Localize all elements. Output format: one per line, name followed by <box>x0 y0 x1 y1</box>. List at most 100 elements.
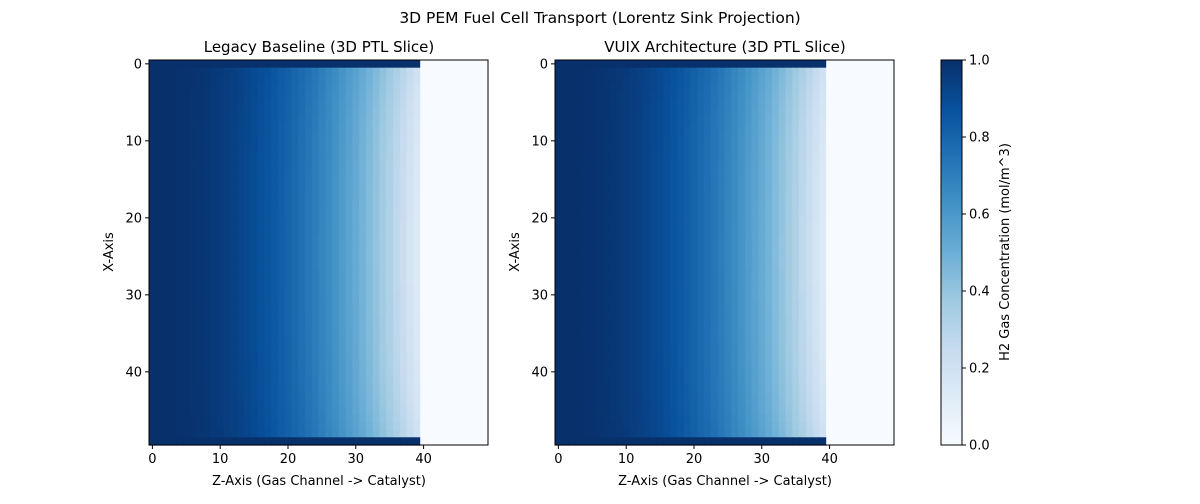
heatmap-cell <box>285 268 292 276</box>
heatmap-cell <box>596 422 603 430</box>
heatmap-cell <box>630 199 637 207</box>
heatmap-cell <box>725 237 732 245</box>
heatmap-cell <box>853 83 860 91</box>
heatmap-cell <box>271 60 278 68</box>
heatmap-cell <box>752 106 759 114</box>
heatmap-cell <box>582 430 589 438</box>
heatmap-cell <box>670 176 677 184</box>
heatmap-cell <box>400 337 407 345</box>
heatmap-cell <box>407 99 414 107</box>
heatmap-cell <box>244 345 251 353</box>
heatmap-cell <box>826 199 833 207</box>
heatmap-cell <box>575 129 582 137</box>
heatmap-cell <box>738 229 745 237</box>
heatmap-cell <box>860 260 867 268</box>
heatmap-cell <box>176 345 183 353</box>
heatmap-cell <box>454 260 461 268</box>
heatmap-cell <box>738 60 745 68</box>
heatmap-cell <box>840 399 847 407</box>
heatmap-cell <box>704 60 711 68</box>
heatmap-cell <box>779 360 786 368</box>
heatmap-cell <box>447 160 454 168</box>
heatmap-cell <box>874 260 881 268</box>
heatmap-cell <box>819 314 826 322</box>
heatmap-cell <box>663 206 670 214</box>
heatmap-cell <box>257 91 264 99</box>
heatmap-cell <box>468 253 475 261</box>
heatmap-cell <box>298 253 305 261</box>
heatmap-cell <box>731 60 738 68</box>
heatmap-cell <box>813 75 820 83</box>
heatmap-cell <box>169 222 176 230</box>
heatmap-cell <box>786 145 793 153</box>
heatmap-cell <box>799 291 806 299</box>
heatmap-cell <box>582 176 589 184</box>
heatmap-cell <box>325 106 332 114</box>
heatmap-cell <box>643 222 650 230</box>
heatmap-cell <box>203 206 210 214</box>
heatmap-cell <box>291 99 298 107</box>
heatmap-cell <box>312 276 319 284</box>
heatmap-cell <box>602 83 609 91</box>
heatmap-cell <box>319 314 326 322</box>
heatmap-cell <box>413 422 420 430</box>
heatmap-cell <box>305 330 312 338</box>
heatmap-cell <box>860 68 867 76</box>
heatmap-cell <box>217 399 224 407</box>
heatmap-cell <box>393 260 400 268</box>
heatmap-cell <box>630 291 637 299</box>
heatmap-cell <box>826 322 833 330</box>
heatmap-cell <box>257 314 264 322</box>
heatmap-cell <box>725 99 732 107</box>
heatmap-cell <box>278 345 285 353</box>
heatmap-cell <box>312 368 319 376</box>
heatmap-cell <box>697 253 704 261</box>
heatmap-cells <box>149 60 489 446</box>
heatmap-cell <box>373 160 380 168</box>
heatmap-cell <box>312 129 319 137</box>
heatmap-cell <box>636 399 643 407</box>
heatmap-cell <box>427 114 434 122</box>
heatmap-cell <box>298 122 305 130</box>
heatmap-cell <box>339 306 346 314</box>
heatmap-cell <box>779 306 786 314</box>
heatmap-cell <box>663 91 670 99</box>
heatmap-cell <box>684 91 691 99</box>
heatmap-cell <box>325 360 332 368</box>
heatmap-cell <box>582 222 589 230</box>
heatmap-cell <box>677 322 684 330</box>
heatmap-cell <box>264 68 271 76</box>
heatmap-cell <box>799 414 806 422</box>
heatmap-cell <box>806 245 813 253</box>
heatmap-cell <box>826 183 833 191</box>
heatmap-cell <box>481 176 488 184</box>
heatmap-cell <box>636 229 643 237</box>
heatmap-cell <box>718 60 725 68</box>
heatmap-cell <box>454 314 461 322</box>
heatmap-cell <box>386 183 393 191</box>
heatmap-cell <box>366 430 373 438</box>
heatmap-cell <box>874 345 881 353</box>
heatmap-cell <box>244 145 251 153</box>
heatmap-cell <box>163 237 170 245</box>
heatmap-cell <box>305 168 312 176</box>
heatmap-cell <box>481 168 488 176</box>
heatmap-cell <box>312 314 319 322</box>
heatmap-cell <box>697 299 704 307</box>
heatmap-cell <box>393 114 400 122</box>
heatmap-cell <box>555 299 562 307</box>
heatmap-cell <box>271 176 278 184</box>
heatmap-cell <box>853 245 860 253</box>
heatmap-cell <box>643 283 650 291</box>
heatmap-cell <box>853 353 860 361</box>
heatmap-cell <box>555 152 562 160</box>
heatmap-cell <box>589 75 596 83</box>
heatmap-cell <box>596 245 603 253</box>
heatmap-cell <box>339 353 346 361</box>
heatmap-cell <box>826 122 833 130</box>
heatmap-cell <box>738 106 745 114</box>
heatmap-cell <box>833 137 840 145</box>
heatmap-cell <box>359 260 366 268</box>
heatmap-cell <box>704 206 711 214</box>
heatmap-cell <box>264 430 271 438</box>
